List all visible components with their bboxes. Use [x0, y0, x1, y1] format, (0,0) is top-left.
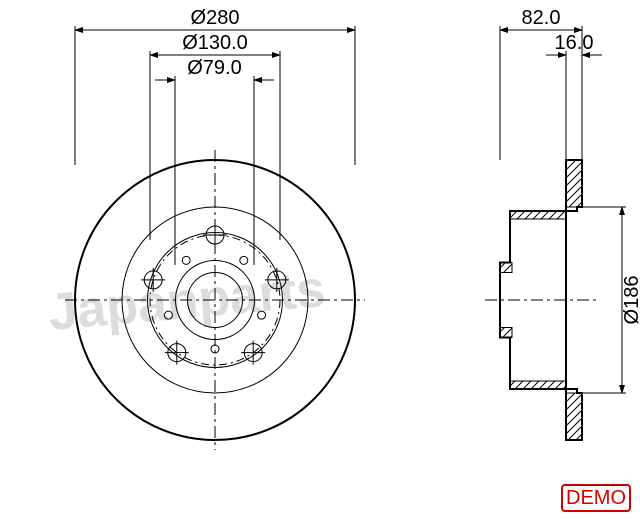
hatch-bot-hub — [500, 328, 512, 338]
small-hole — [182, 256, 190, 264]
dim-label: Ø280 — [191, 7, 240, 29]
dim-label: 16.0 — [555, 32, 594, 54]
hatch-bot-flange — [510, 381, 566, 389]
hatch-bot-disc — [566, 393, 582, 440]
hatch-top-hub — [500, 263, 512, 273]
hatch-top-flange — [510, 211, 566, 219]
drawing-canvas: Japanparts Ø280Ø130.0Ø79.082.016.0Ø186 D… — [0, 0, 640, 519]
dim-label: Ø186 — [621, 276, 640, 325]
demo-badge: DEMO — [562, 485, 630, 511]
small-hole — [240, 256, 248, 264]
dim-label: 82.0 — [522, 7, 561, 29]
dim-label: Ø79.0 — [187, 57, 241, 79]
hatch-top-disc — [566, 160, 582, 207]
dim-label: Ø130.0 — [182, 32, 248, 54]
demo-label: DEMO — [566, 487, 626, 509]
